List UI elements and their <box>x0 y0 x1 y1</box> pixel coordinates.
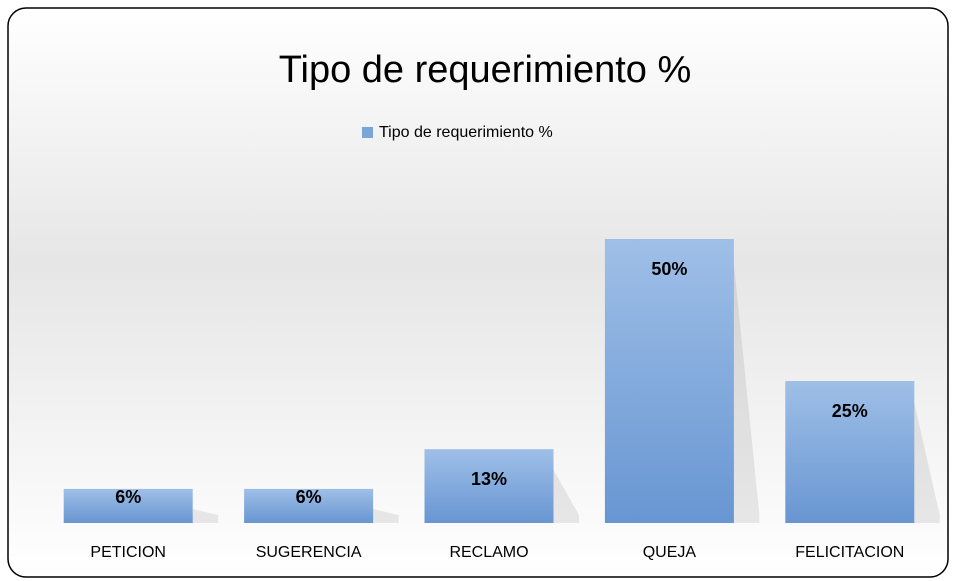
bar <box>244 488 374 523</box>
legend-swatch <box>362 127 373 138</box>
legend-label: Tipo de requerimiento % <box>379 124 553 141</box>
value-label: 50% <box>651 259 687 279</box>
x-tick-label: PETICION <box>90 544 166 561</box>
value-label: 6% <box>115 487 141 507</box>
chart-title: Tipo de requerimiento % <box>279 49 692 91</box>
bar-shadow <box>372 508 399 523</box>
x-tick-label: RECLAMO <box>449 544 528 561</box>
value-label: 25% <box>832 401 868 421</box>
bar-shadow <box>733 259 760 523</box>
value-label: 6% <box>296 487 322 507</box>
bar-shadow <box>913 401 940 523</box>
bar <box>604 239 734 523</box>
x-tick-label: SUGERENCIA <box>256 544 362 561</box>
bar <box>424 449 554 523</box>
x-tick-label: FELICITACION <box>795 544 904 561</box>
legend: Tipo de requerimiento % <box>362 124 553 141</box>
value-label: 13% <box>471 469 507 489</box>
bar <box>63 488 193 523</box>
bar-shadow <box>192 508 219 523</box>
x-tick-label: QUEJA <box>643 544 697 561</box>
bar-shadow <box>553 469 579 523</box>
bar <box>785 381 915 523</box>
